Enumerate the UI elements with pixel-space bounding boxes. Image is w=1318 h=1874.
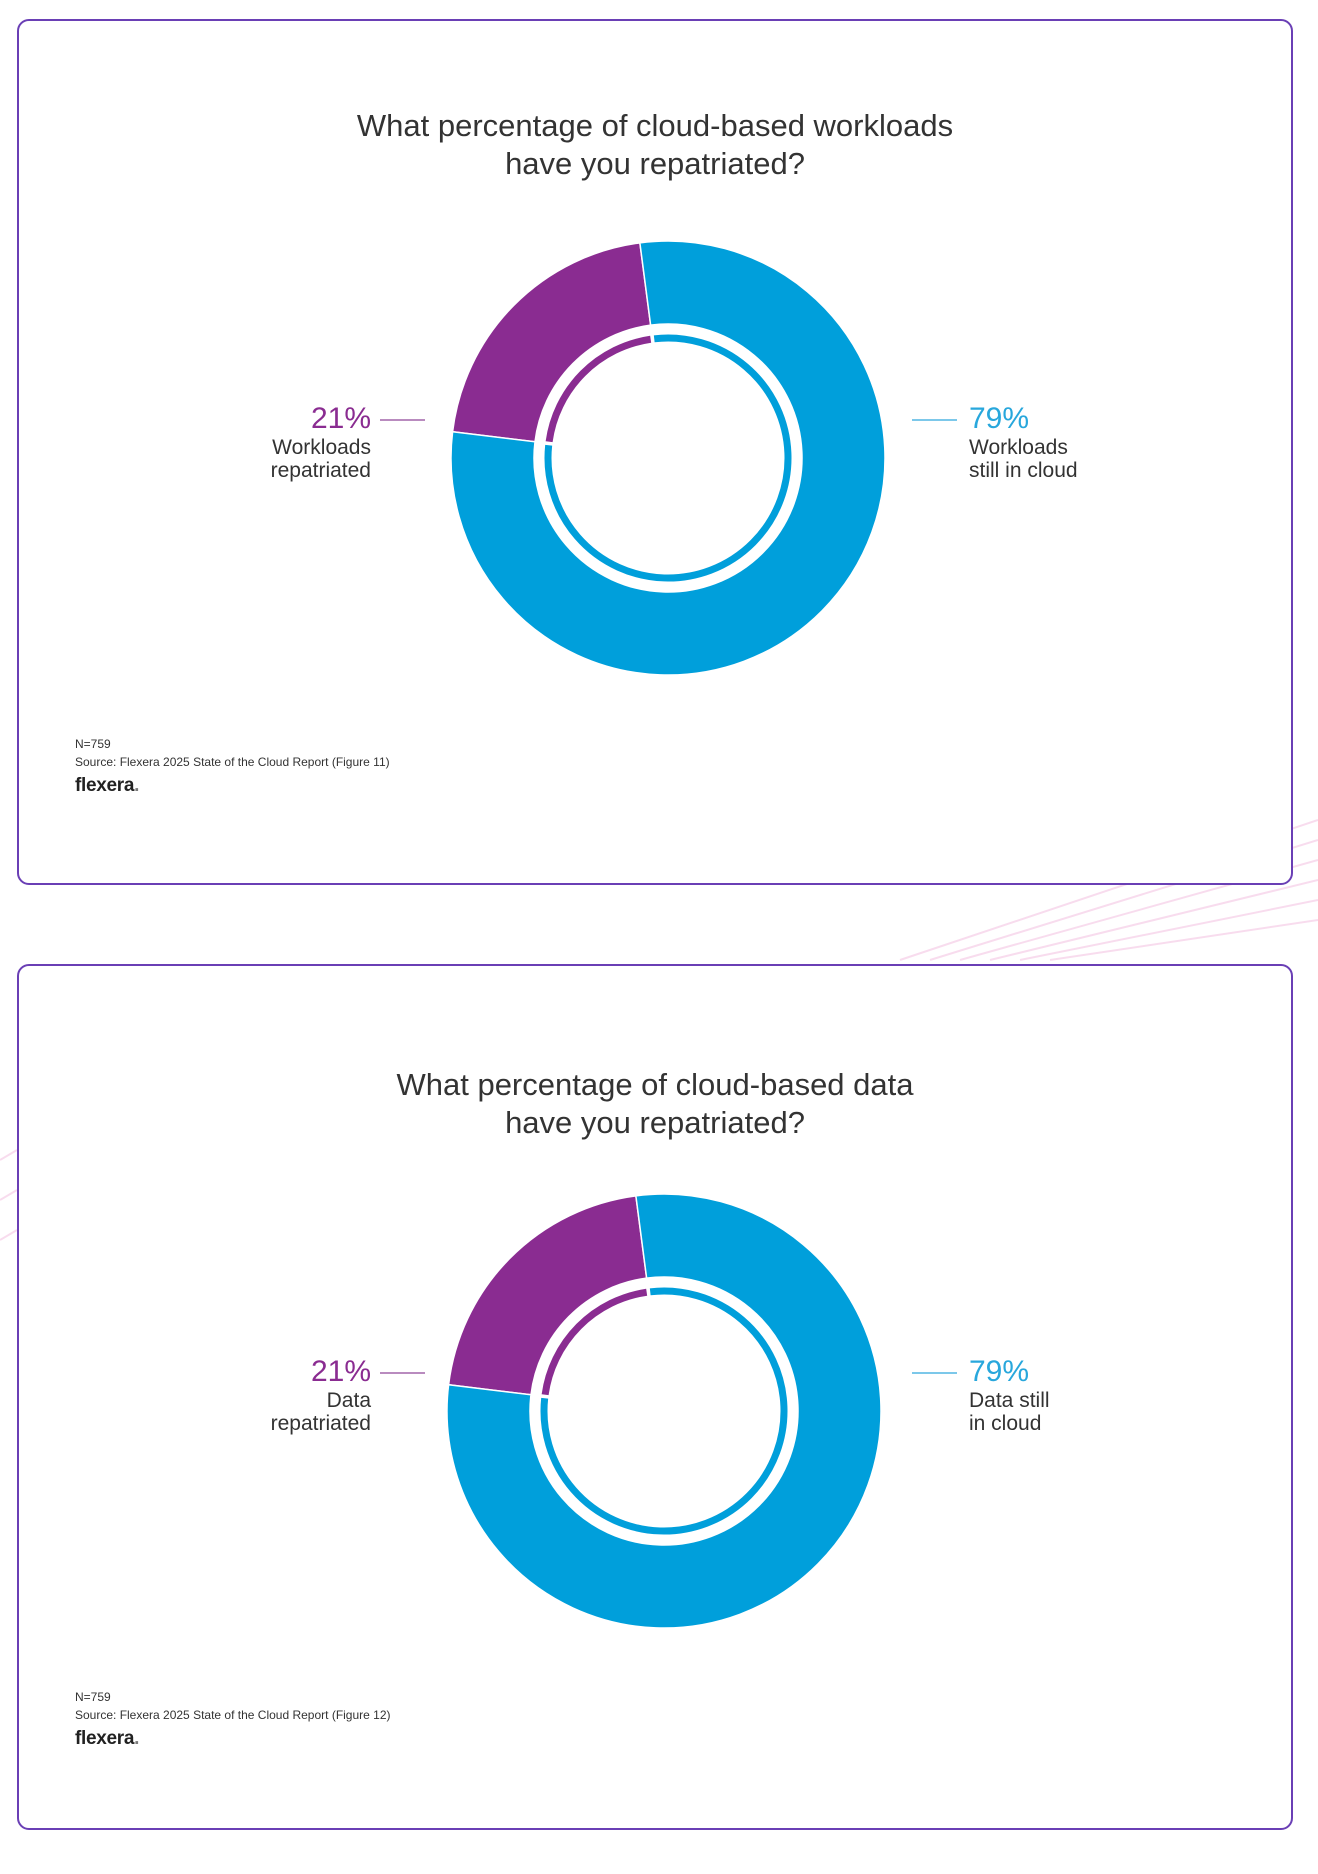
chart-card-workloads: What percentage of cloud-based workloads… [17,19,1293,885]
donut-chart [446,1193,882,1629]
chart-title-line-1: What percentage of cloud-based workloads [356,108,954,143]
inner-ring-cloud [544,334,792,582]
chart-title: What percentage of cloud-based workloads… [19,107,1291,183]
chart-title-line-2: have you repatriated? [505,146,805,181]
source-note: Source: Flexera 2025 State of the Cloud … [75,1708,391,1722]
chart-card-data: What percentage of cloud-based data have… [17,964,1293,1830]
flexera-logo: flexera. [75,775,140,796]
source-note: Source: Flexera 2025 State of the Cloud … [75,755,390,769]
slice-value-repatriated: 21% [310,402,371,435]
chart-title-line-1: What percentage of cloud-based data [396,1067,914,1102]
chart-title: What percentage of cloud-based data have… [19,1066,1291,1142]
leader-line-repatriated [380,419,425,421]
donut-slice-repatriated [447,1194,648,1396]
footnote: N=759 Source: Flexera 2025 State of the … [75,735,390,771]
inner-ring-repatriated [541,1288,648,1396]
donut-slice-repatriated [451,241,652,443]
slice-desc-line-2: repatriated [270,1412,371,1435]
leader-line-cloud [912,419,957,421]
slice-label-cloud: 79% Data still in cloud [969,1355,1050,1435]
slice-value-repatriated: 21% [310,1355,371,1388]
slice-desc-line-2: still in cloud [969,459,1078,482]
donut-slice-cloud [450,240,886,676]
slice-value-cloud: 79% [969,1355,1030,1388]
slice-desc-line-1: Workloads [969,436,1068,459]
sample-size: N=759 [75,1690,111,1704]
chart-title-line-2: have you repatriated? [505,1105,805,1140]
slice-label-repatriated: 21% Data repatriated [271,1355,371,1435]
inner-ring-cloud [540,1287,788,1535]
slice-desc-line-2: in cloud [969,1412,1042,1435]
brand-text: flexera [75,775,135,796]
slice-desc-line-2: repatriated [270,459,371,482]
flexera-logo: flexera. [75,1728,140,1749]
slice-desc-line-1: Data still [969,1389,1050,1412]
inner-ring-repatriated [545,335,652,443]
donut-slice-cloud [446,1193,882,1629]
brand-text: flexera [75,1728,135,1749]
slice-desc-line-1: Data [326,1389,371,1412]
footnote: N=759 Source: Flexera 2025 State of the … [75,1688,391,1724]
slice-label-cloud: 79% Workloads still in cloud [969,402,1078,482]
leader-line-cloud [912,1372,957,1374]
leader-line-repatriated [380,1372,425,1374]
sample-size: N=759 [75,737,111,751]
donut-chart [450,240,886,676]
slice-desc-line-1: Workloads [272,436,371,459]
slice-label-repatriated: 21% Workloads repatriated [271,402,371,482]
slice-value-cloud: 79% [969,402,1030,435]
